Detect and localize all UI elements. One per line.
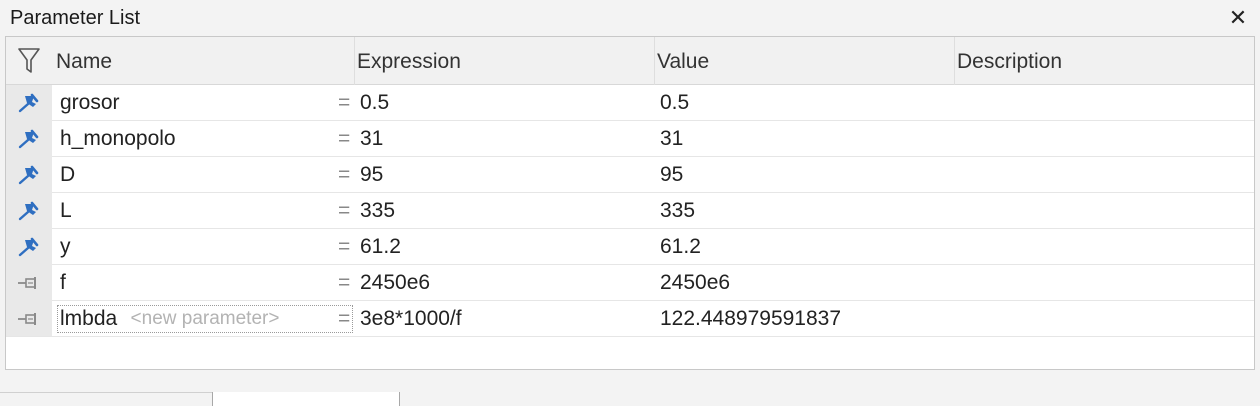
- filter-icon: [18, 48, 40, 73]
- parameter-expression-cell[interactable]: 0.5: [360, 91, 390, 114]
- pin-toggle-button[interactable]: [6, 265, 52, 301]
- equals-sign: =: [338, 163, 351, 186]
- table-row[interactable]: grosor = 0.5 0.5: [6, 85, 1254, 121]
- parameter-value-cell: 122.448979591837: [660, 307, 842, 330]
- column-header-expression[interactable]: Expression: [354, 37, 654, 85]
- unpinned-icon: [16, 272, 42, 294]
- new-parameter-input[interactable]: <new parameter>: [57, 305, 353, 333]
- parameter-name-cell[interactable]: grosor: [60, 91, 120, 114]
- parameter-description-cell[interactable]: [960, 85, 1250, 121]
- column-header-value[interactable]: Value: [654, 37, 954, 85]
- parameter-description-cell[interactable]: [960, 193, 1250, 229]
- bottom-tab[interactable]: [212, 392, 400, 406]
- parameter-name-cell[interactable]: L: [60, 199, 72, 222]
- parameter-name-cell[interactable]: y: [60, 235, 71, 258]
- table-row[interactable]: D = 95 95: [6, 157, 1254, 193]
- parameter-value-cell: 61.2: [660, 235, 701, 258]
- parameter-name-cell[interactable]: lmbda: [60, 307, 118, 330]
- equals-sign: =: [338, 307, 351, 330]
- parameter-expression-cell[interactable]: 2450e6: [360, 271, 431, 294]
- pin-toggle-button[interactable]: [6, 85, 52, 121]
- bottom-tab-strip: [0, 372, 1260, 406]
- pin-toggle-button[interactable]: [6, 193, 52, 229]
- pinned-icon: [16, 236, 42, 258]
- equals-sign: =: [338, 235, 351, 258]
- parameter-expression-cell[interactable]: 95: [360, 163, 384, 186]
- column-header-description[interactable]: Description: [954, 37, 1254, 85]
- close-button[interactable]: ✕: [1228, 5, 1248, 30]
- tab-divider: [0, 392, 212, 393]
- pinned-icon: [16, 128, 42, 150]
- parameter-expression-cell[interactable]: 31: [360, 127, 384, 150]
- equals-sign: =: [338, 91, 351, 114]
- parameter-description-cell[interactable]: [960, 229, 1250, 265]
- new-parameter-row: <new parameter>: [6, 301, 1254, 337]
- pinned-icon: [16, 164, 42, 186]
- table-row[interactable]: h_monopolo = 31 31: [6, 121, 1254, 157]
- parameter-description-cell[interactable]: [960, 265, 1250, 301]
- parameter-expression-cell[interactable]: 3e8*1000/f: [360, 307, 462, 330]
- panel-titlebar: Parameter List ✕: [0, 0, 1260, 36]
- parameter-name-cell[interactable]: h_monopolo: [60, 127, 176, 150]
- equals-sign: =: [338, 127, 351, 150]
- unpinned-icon: [16, 308, 42, 330]
- table-row[interactable]: L = 335 335: [6, 193, 1254, 229]
- parameter-name-cell[interactable]: D: [60, 163, 76, 186]
- pinned-icon: [16, 200, 42, 222]
- parameter-expression-cell[interactable]: 335: [360, 199, 396, 222]
- table-row[interactable]: y = 61.2 61.2: [6, 229, 1254, 265]
- equals-sign: =: [338, 271, 351, 294]
- grid-header: Name Expression Value Description: [6, 37, 1254, 85]
- parameter-expression-cell[interactable]: 61.2: [360, 235, 401, 258]
- pin-toggle-button[interactable]: [6, 229, 52, 265]
- pin-toggle-button[interactable]: [6, 121, 52, 157]
- pin-toggle-button[interactable]: [6, 157, 52, 193]
- table-row[interactable]: f = 2450e6 2450e6: [6, 265, 1254, 301]
- parameter-name-cell[interactable]: f: [60, 271, 66, 294]
- equals-sign: =: [338, 199, 351, 222]
- parameter-value-cell: 335: [660, 199, 696, 222]
- parameter-value-cell: 2450e6: [660, 271, 731, 294]
- parameter-description-cell[interactable]: [960, 121, 1250, 157]
- parameter-description-cell[interactable]: [960, 157, 1250, 193]
- parameter-value-cell: 95: [660, 163, 684, 186]
- parameter-grid: Name Expression Value Description grosor…: [5, 36, 1255, 370]
- pin-toggle-button[interactable]: [6, 301, 52, 337]
- parameter-value-cell: 31: [660, 127, 684, 150]
- parameter-value-cell: 0.5: [660, 91, 690, 114]
- filter-button[interactable]: [6, 37, 52, 85]
- column-header-name[interactable]: Name: [56, 50, 113, 73]
- pinned-icon: [16, 92, 42, 114]
- panel-title: Parameter List: [10, 7, 141, 29]
